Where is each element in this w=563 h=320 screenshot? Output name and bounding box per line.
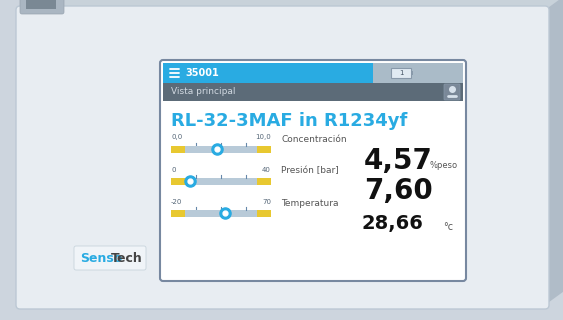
Text: 0: 0 <box>171 166 176 172</box>
Text: 10,0: 10,0 <box>255 134 271 140</box>
FancyBboxPatch shape <box>20 0 64 14</box>
Bar <box>185 146 217 153</box>
Bar <box>171 210 185 217</box>
Bar <box>163 83 463 101</box>
Text: 35001: 35001 <box>185 68 219 78</box>
FancyBboxPatch shape <box>16 6 549 309</box>
Polygon shape <box>20 0 563 10</box>
Text: 28,66: 28,66 <box>361 213 423 233</box>
Bar <box>171 178 185 185</box>
Bar <box>257 210 271 217</box>
Text: Vista principal: Vista principal <box>171 87 235 97</box>
Text: °c: °c <box>443 222 453 232</box>
Bar <box>185 178 190 185</box>
FancyBboxPatch shape <box>74 246 146 270</box>
Text: Senso: Senso <box>80 252 122 265</box>
Bar <box>171 210 271 217</box>
Bar <box>185 210 225 217</box>
Text: Temperatura: Temperatura <box>281 198 338 207</box>
FancyBboxPatch shape <box>160 60 466 281</box>
Bar <box>26 0 56 9</box>
Bar <box>373 63 463 83</box>
Text: 40: 40 <box>262 166 271 172</box>
Text: RL-32-3MAF in R1234yf: RL-32-3MAF in R1234yf <box>171 112 408 130</box>
Text: 70: 70 <box>262 198 271 204</box>
Text: Tech: Tech <box>111 252 143 265</box>
Bar <box>171 178 271 185</box>
Text: 4,57: 4,57 <box>364 147 433 175</box>
Bar <box>163 63 463 83</box>
Text: %peso: %peso <box>430 161 458 170</box>
Bar <box>171 146 185 153</box>
Text: 0,0: 0,0 <box>171 134 182 140</box>
Text: Presión [bar]: Presión [bar] <box>281 166 339 175</box>
Bar <box>257 146 271 153</box>
Bar <box>257 178 271 185</box>
Text: -20: -20 <box>171 198 182 204</box>
FancyBboxPatch shape <box>444 84 460 100</box>
Bar <box>411 71 413 75</box>
Bar <box>391 68 411 78</box>
Text: 7,60: 7,60 <box>364 177 433 205</box>
Text: 1: 1 <box>399 70 403 76</box>
Polygon shape <box>545 0 563 305</box>
Text: Concentración: Concentración <box>281 134 347 143</box>
Bar <box>171 146 271 153</box>
